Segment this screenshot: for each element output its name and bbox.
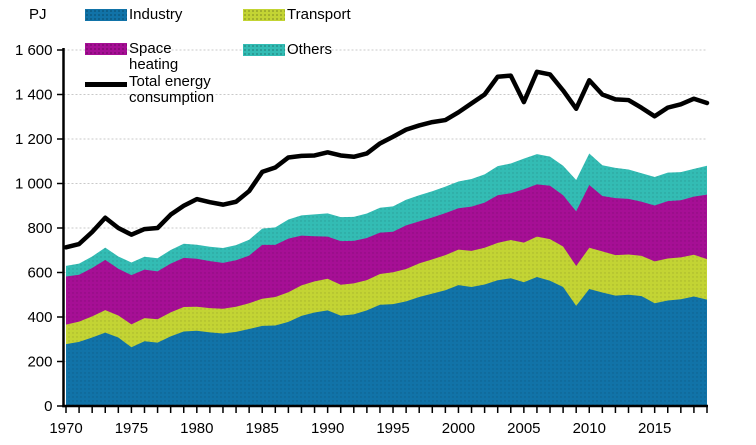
space-heating-swatch-icon [85, 43, 127, 55]
legend-item-total-energy-consumption: Total energy consumption [85, 74, 251, 106]
legend-label-transport: Transport [287, 6, 351, 23]
y-tick-label: 800 [27, 220, 52, 237]
x-tick-label: 1985 [246, 420, 279, 437]
y-tick-label: 200 [27, 354, 52, 371]
x-tick-labels: 1970 1975 1980 1985 1990 1995 2000 2005 2010 2015 [49, 420, 671, 437]
legend-label-others: Others [287, 41, 333, 58]
x-tick-label: 2000 [442, 420, 475, 437]
industry-swatch-icon [85, 9, 127, 21]
area-texture [66, 153, 707, 406]
y-axis-unit-label: PJ [29, 6, 47, 23]
legend-label-industry: Industry [129, 6, 183, 23]
x-tick-label: 2010 [573, 420, 606, 437]
transport-swatch-icon [243, 9, 285, 21]
y-tick-label: 600 [27, 265, 52, 282]
legend-label-space-heating: Space heating [129, 40, 179, 73]
y-tick-label: 400 [27, 309, 52, 326]
y-tick-label: 1 400 [15, 87, 53, 104]
legend-item-others: Others [243, 42, 332, 58]
x-tick-label: 1975 [115, 420, 148, 437]
axes [57, 48, 708, 413]
legend-item-space-heating: Space heating [85, 41, 201, 73]
legend-item-industry: Industry [85, 7, 182, 23]
others-swatch-icon [243, 44, 285, 56]
x-tick-label: 1980 [180, 420, 213, 437]
y-tick-label: 1 600 [15, 42, 53, 59]
y-tick-labels: 0 200 400 600 800 1 000 1 200 1 400 1 600 [15, 42, 53, 415]
x-tick-label: 1970 [49, 420, 82, 437]
legend-label-total-energy-consumption: Total energy consumption [129, 73, 215, 106]
total-line-swatch-icon [85, 82, 127, 87]
x-tick-label: 1995 [376, 420, 409, 437]
legend-item-transport: Transport [243, 7, 351, 23]
stacked-areas [66, 153, 707, 406]
x-tick-label: 2015 [638, 420, 671, 437]
y-tick-label: 1 000 [15, 176, 53, 193]
total-line [63, 69, 710, 250]
x-tick-label: 2005 [507, 420, 540, 437]
y-tick-label: 0 [44, 398, 52, 415]
x-tick-label: 1990 [311, 420, 344, 437]
y-tick-label: 1 200 [15, 131, 53, 148]
